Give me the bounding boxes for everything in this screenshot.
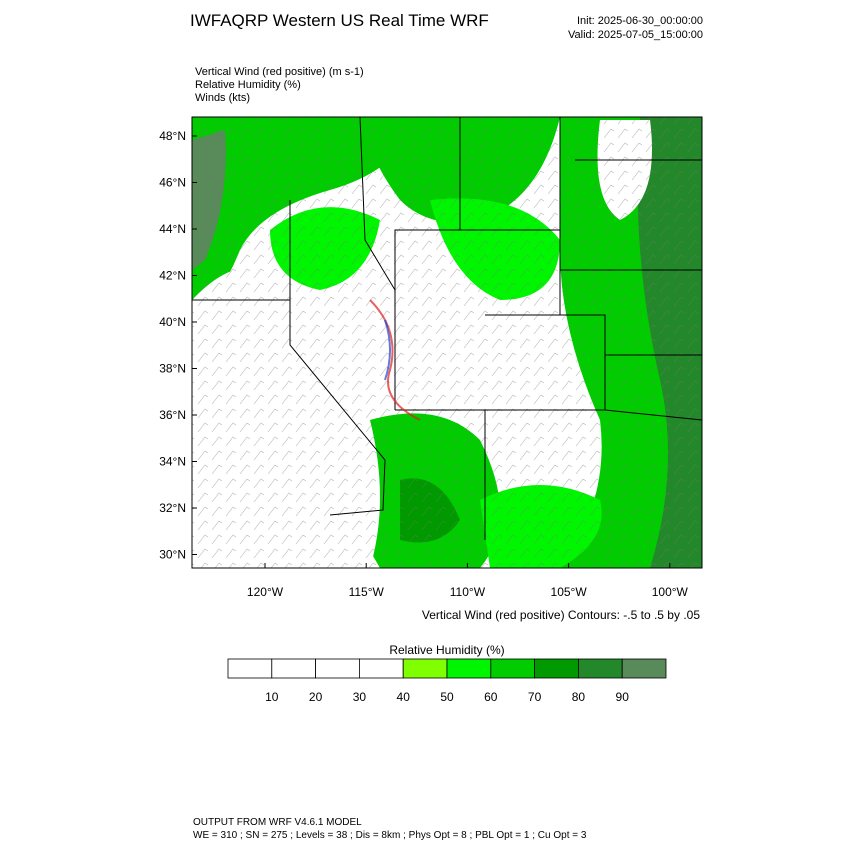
map-field [192,117,702,568]
colorbar-box [490,658,535,679]
contour-note: Vertical Wind (red positive) Contours: -… [422,608,700,622]
init-time: Init: 2025-06-30_00:00:00 [577,15,703,27]
lat-label: 44°N [159,222,186,236]
map-frame [191,116,703,569]
field-label: Relative Humidity (%) [195,79,301,91]
colorbar: 10 20 30 40 50 60 70 80 90 [227,658,667,704]
lat-label: 38°N [159,362,186,376]
colorbar-box [315,658,360,679]
colorbar-tick-label: 50 [440,690,454,704]
colorbar-tick-label: 80 [572,690,586,704]
valid-time: Valid: 2025-07-05_15:00:00 [568,29,703,41]
lat-label: 36°N [159,408,186,422]
colorbar-tick-label: 60 [484,690,498,704]
lon-label: 100°W [652,585,689,599]
footer: OUTPUT FROM WRF V4.6.1 MODEL [193,817,362,828]
lon-label: 120°W [247,585,284,599]
lon-label: 105°W [551,585,588,599]
colorbar-title: Relative Humidity (%) [389,643,504,657]
colorbar-box [621,658,667,679]
colorbar-box [358,658,404,679]
lon-label: 110°W [450,585,486,599]
title: IWFAQRP Western US Real Time WRF [190,11,489,30]
colorbar-box [446,658,492,679]
lat-label: 46°N [159,176,186,190]
lon-label: 115°W [349,585,385,599]
colorbar-tick-label: 10 [265,690,279,704]
footer: WE = 310 ; SN = 275 ; Levels = 38 ; Dis … [193,830,587,841]
lat-label: 42°N [159,269,186,283]
colorbar-tick-label: 70 [528,690,542,704]
lat-label: 40°N [159,315,186,329]
colorbar-box [227,658,273,679]
colorbar-tick-label: 40 [397,690,411,704]
colorbar-box [271,658,316,679]
lat-label: 34°N [159,455,186,469]
colorbar-box [402,658,448,679]
field-label: Vertical Wind (red positive) (m s-1) [195,66,364,78]
colorbar-box [534,658,579,679]
field-label: Winds (kts) [195,92,250,104]
lon-labels: 120°W 115°W 110°W 105°W 100°W [247,563,689,599]
colorbar-tick-label: 30 [353,690,367,704]
colorbar-box [578,658,623,679]
lat-labels: 48°N 46°N 44°N 42°N 40°N 38°N 36°N 34°N 32°N 30°N [159,129,197,562]
colorbar-tick-label: 20 [309,690,323,704]
lat-label: 30°N [159,548,186,562]
lat-label: 48°N [159,129,186,143]
lat-label: 32°N [159,501,186,515]
colorbar-tick-label: 90 [616,690,630,704]
